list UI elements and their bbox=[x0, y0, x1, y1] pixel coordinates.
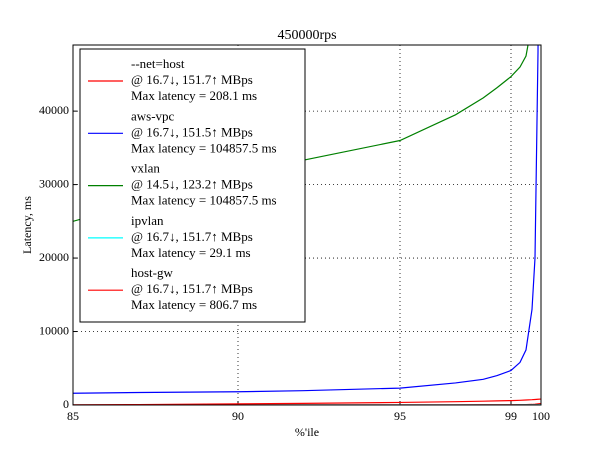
series-line bbox=[73, 398, 541, 405]
legend-max: Max latency = 208.1 ms bbox=[131, 88, 257, 103]
legend-note: @ 16.7↓, 151.7↑ MBps bbox=[131, 229, 253, 244]
y-tick-label: 10000 bbox=[39, 323, 69, 337]
x-tick-label: 99 bbox=[505, 409, 517, 423]
legend-max: Max latency = 29.1 ms bbox=[131, 245, 251, 260]
legend-label: vxlan bbox=[131, 161, 160, 176]
series-line bbox=[73, 45, 539, 394]
legend-label: ipvlan bbox=[131, 213, 164, 228]
legend-note: @ 16.7↓, 151.5↑ MBps bbox=[131, 124, 253, 139]
legend-max: Max latency = 806.7 ms bbox=[131, 297, 257, 312]
legend-note: @ 14.5↓, 123.2↑ MBps bbox=[131, 177, 253, 192]
x-tick-label: 90 bbox=[232, 409, 244, 423]
legend-note: @ 16.7↓, 151.7↑ MBps bbox=[131, 72, 253, 87]
legend-max: Max latency = 104857.5 ms bbox=[131, 140, 277, 155]
x-axis-label: %'ile bbox=[295, 425, 319, 439]
y-axis-label: Latency, ms bbox=[20, 196, 34, 254]
legend-label: aws-vpc bbox=[131, 108, 175, 123]
y-tick-label: 0 bbox=[63, 397, 69, 411]
legend-max: Max latency = 104857.5 ms bbox=[131, 193, 277, 208]
x-tick-label: 95 bbox=[394, 409, 406, 423]
y-tick-label: 20000 bbox=[39, 250, 69, 264]
y-tick-label: 30000 bbox=[39, 176, 69, 190]
plot-frame bbox=[72, 44, 542, 406]
x-tick-label: 100 bbox=[532, 409, 550, 423]
chart-title: 450000rps bbox=[277, 28, 336, 43]
legend-label: --net=host bbox=[131, 56, 185, 71]
legend-label: host-gw bbox=[131, 265, 174, 280]
y-tick-label: 40000 bbox=[39, 103, 69, 117]
legend-note: @ 16.7↓, 151.7↑ MBps bbox=[131, 281, 253, 296]
x-tick-label: 85 bbox=[67, 409, 79, 423]
